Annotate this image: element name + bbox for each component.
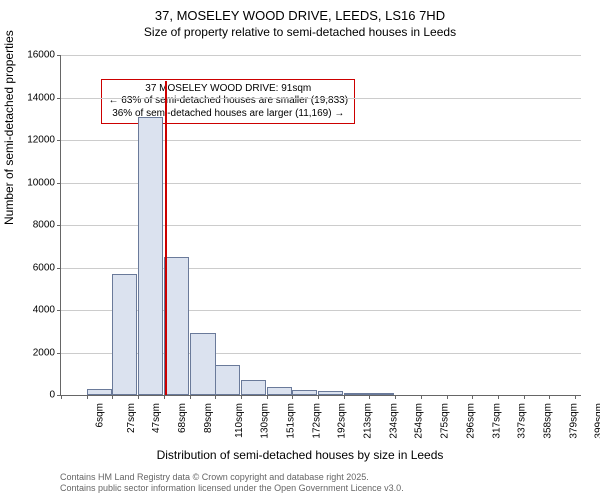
y-tick-mark (57, 140, 61, 141)
y-tick-mark (57, 183, 61, 184)
x-tick-mark (524, 395, 525, 399)
histogram-bar (267, 387, 292, 396)
x-tick-mark (344, 395, 345, 399)
chart-subtitle: Size of property relative to semi-detach… (0, 25, 600, 43)
x-tick-label: 47sqm (151, 399, 162, 433)
x-axis-label: Distribution of semi-detached houses by … (0, 448, 600, 462)
histogram-bar (190, 333, 215, 395)
chart-title: 37, MOSELEY WOOD DRIVE, LEEDS, LS16 7HD (0, 0, 600, 25)
histogram-bar (164, 257, 189, 395)
histogram-bar (292, 390, 317, 395)
y-tick-mark (57, 268, 61, 269)
x-tick-mark (472, 395, 473, 399)
grid-line (61, 98, 581, 99)
x-tick-label: 358sqm (542, 399, 553, 439)
histogram-bar (369, 393, 394, 395)
x-tick-mark (112, 395, 113, 399)
x-tick-label: 399sqm (593, 399, 600, 439)
histogram-bar (112, 274, 137, 395)
y-tick-label: 16000 (27, 50, 61, 61)
x-tick-label: 275sqm (439, 399, 450, 439)
x-tick-label: 337sqm (516, 399, 527, 439)
x-tick-mark (215, 395, 216, 399)
x-tick-mark (138, 395, 139, 399)
x-tick-label: 234sqm (389, 399, 400, 439)
callout-line-1: 37 MOSELEY WOOD DRIVE: 91sqm (108, 83, 348, 96)
x-tick-mark (498, 395, 499, 399)
histogram-bar (215, 365, 240, 395)
x-tick-label: 130sqm (259, 399, 270, 439)
chart-container: 37, MOSELEY WOOD DRIVE, LEEDS, LS16 7HD … (0, 0, 600, 500)
x-tick-mark (241, 395, 242, 399)
x-tick-label: 151sqm (286, 399, 297, 439)
footer-line-2: Contains public sector information licen… (60, 483, 404, 494)
x-tick-label: 27sqm (126, 399, 137, 433)
x-tick-label: 379sqm (568, 399, 579, 439)
y-tick-label: 10000 (27, 177, 61, 188)
x-tick-label: 110sqm (234, 399, 245, 438)
x-tick-mark (575, 395, 576, 399)
histogram-bar (87, 389, 112, 395)
y-axis-label: Number of semi-detached properties (2, 30, 16, 225)
x-tick-label: 254sqm (413, 399, 424, 439)
y-tick-mark (57, 55, 61, 56)
x-tick-mark (421, 395, 422, 399)
y-tick-mark (57, 98, 61, 99)
x-tick-mark (292, 395, 293, 399)
x-tick-mark (395, 395, 396, 399)
footer-line-1: Contains HM Land Registry data © Crown c… (60, 472, 404, 483)
x-tick-mark (164, 395, 165, 399)
histogram-bar (241, 380, 266, 395)
x-tick-mark (61, 395, 62, 399)
plot-area: 37 MOSELEY WOOD DRIVE: 91sqm ← 63% of se… (60, 55, 581, 396)
x-tick-label: 89sqm (203, 399, 214, 433)
x-tick-mark (549, 395, 550, 399)
grid-line (61, 55, 581, 56)
property-marker-line (165, 81, 167, 396)
x-tick-mark (87, 395, 88, 399)
x-tick-label: 6sqm (94, 399, 105, 427)
y-tick-label: 12000 (27, 135, 61, 146)
x-tick-mark (267, 395, 268, 399)
x-tick-label: 317sqm (492, 399, 503, 439)
y-tick-mark (57, 225, 61, 226)
y-tick-mark (57, 310, 61, 311)
histogram-bar (318, 391, 343, 395)
x-tick-mark (369, 395, 370, 399)
x-tick-mark (190, 395, 191, 399)
x-tick-label: 192sqm (336, 399, 347, 439)
x-tick-label: 172sqm (312, 399, 323, 439)
x-tick-mark (447, 395, 448, 399)
x-tick-label: 296sqm (465, 399, 476, 439)
histogram-bar (344, 393, 369, 395)
x-tick-label: 213sqm (362, 399, 373, 439)
y-tick-label: 14000 (27, 92, 61, 103)
footer-attribution: Contains HM Land Registry data © Crown c… (60, 472, 404, 495)
y-tick-mark (57, 353, 61, 354)
x-tick-mark (318, 395, 319, 399)
x-tick-label: 68sqm (177, 399, 188, 433)
histogram-bar (138, 117, 163, 395)
